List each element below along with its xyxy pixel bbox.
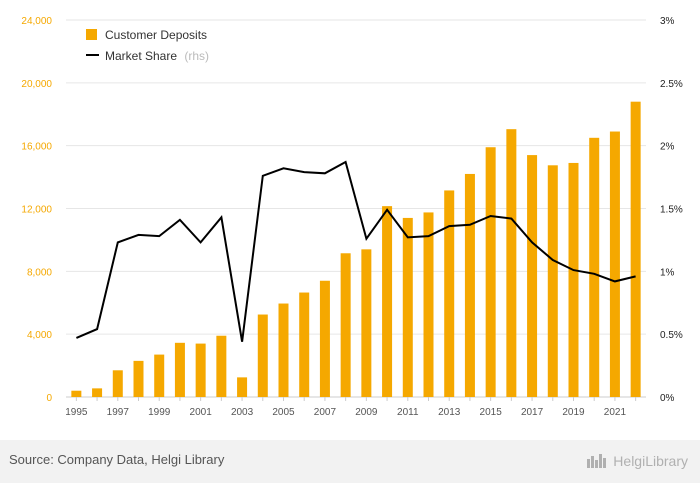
bar-2020 [589,137,600,397]
x-tick-label: 1999 [148,407,171,418]
x-tick-label: 1995 [65,407,88,418]
line-series-market-share [76,160,636,342]
y-left-tick-label: 24,000 [21,16,52,27]
chart: 0 4,000 8,000 12,000 16,000 20,000 24,000 0% 0.… [21,16,683,418]
bar-2012 [423,212,434,397]
bar-2004 [257,314,268,397]
x-tick-label: 2017 [521,407,544,418]
bar-1998 [133,360,144,397]
bar-2005 [278,303,289,397]
bar-2001 [195,343,206,397]
bar-2006 [299,292,310,397]
bar-2015 [485,147,496,397]
x-tick-label: 1997 [107,407,130,418]
y-right-tick-label: 0.5% [660,330,683,341]
bar-1996 [92,388,103,397]
x-tick-label: 2019 [562,407,585,418]
source-note: Source: Company Data, Helgi Library [9,452,225,467]
bar-2002 [216,335,227,397]
footer: Source: Company Data, Helgi Library Helg… [0,440,700,483]
x-tick-label: 2001 [190,407,213,418]
bar-series-customer-deposits [71,101,641,397]
y-right-tick-label: 1.5% [660,205,683,216]
bar-2022 [630,101,641,397]
legend-label-share-suffix: (rhs) [184,49,209,63]
bar-2007 [319,280,330,397]
x-tick-label: 2013 [438,407,461,418]
bar-2000 [174,342,185,397]
y-axis-right: 0% 0.5% 1% 1.5% 2% 2.5% 3% [660,16,683,404]
bar-2021 [609,131,620,397]
x-tick-label: 2011 [397,407,419,418]
legend-label-share-group: Market Share (rhs) [105,49,209,63]
y-left-tick-label: 16,000 [21,142,52,153]
bar-2018 [547,165,558,397]
y-right-tick-label: 0% [660,393,675,404]
legend: Customer Deposits Market Share (rhs) [86,28,209,63]
bar-2008 [340,253,351,397]
brand-name: HelgiLibrary [613,453,688,469]
bar-1995 [71,390,82,397]
library-logo-icon [587,454,607,468]
x-tick-label: 2005 [272,407,295,418]
x-tick-label: 2021 [604,407,627,418]
legend-label-deposits: Customer Deposits [105,28,207,42]
market-share-line [76,160,636,342]
bar-2019 [568,162,579,397]
brand: HelgiLibrary [586,450,688,472]
gridlines [66,19,646,398]
y-axis-left: 0 4,000 8,000 12,000 16,000 20,000 24,000 [21,16,52,404]
bar-2016 [506,129,517,397]
y-left-tick-label: 0 [46,393,52,404]
legend-label-share: Market Share [105,49,177,63]
y-left-tick-label: 12,000 [21,205,52,216]
y-right-tick-label: 1% [660,267,675,278]
bar-2010 [382,206,393,397]
x-tick-label: 2015 [480,407,503,418]
x-axis: 1995 1997 1999 2001 2003 2005 2007 2009 2011 2013… [65,397,637,418]
x-tick-label: 2007 [314,407,337,418]
bar-2014 [464,173,475,397]
y-right-tick-label: 2.5% [660,79,683,90]
y-left-tick-label: 8,000 [27,267,52,278]
y-right-tick-label: 3% [660,16,675,27]
bar-1999 [154,354,165,397]
legend-swatch-deposits [86,29,97,40]
bar-2017 [527,155,538,397]
bar-2011 [402,217,413,397]
y-left-tick-label: 20,000 [21,79,52,90]
bar-2003 [237,377,248,397]
x-tick-label: 2009 [355,407,378,418]
bar-2013 [444,190,455,397]
y-left-tick-label: 4,000 [27,330,52,341]
x-tick-label: 2003 [231,407,254,418]
y-right-tick-label: 2% [660,142,675,153]
bar-2009 [361,249,372,397]
bar-1997 [112,370,123,397]
